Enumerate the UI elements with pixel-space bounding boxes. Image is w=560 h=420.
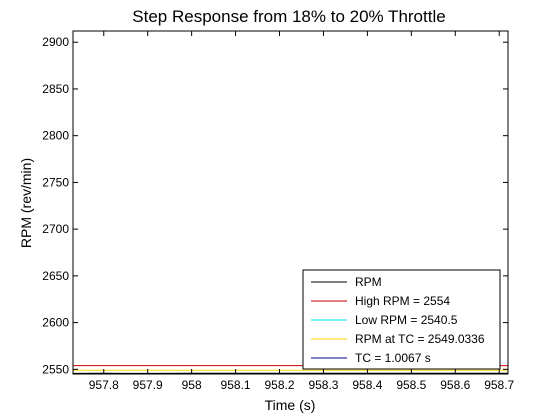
y-tick-label: 2600 [42, 316, 69, 330]
chart-title: Step Response from 18% to 20% Throttle [132, 7, 445, 26]
x-tick-label: 958.7 [484, 378, 514, 392]
x-tick-label: 958.2 [264, 378, 294, 392]
y-tick-label: 2650 [42, 269, 69, 283]
legend-label-2: Low RPM = 2540.5 [355, 313, 458, 327]
ticks-layer: 957.8 957.9 958 958.1 958.2 958.3 958.4 958.5 95… [42, 31, 515, 392]
plot-frame [72, 30, 509, 375]
x-tick-label: 957.9 [133, 378, 163, 392]
x-tick-label: 957.8 [89, 378, 119, 392]
legend-label-4: TC = 1.0067 s [355, 351, 431, 365]
y-tick-label: 2800 [42, 129, 69, 143]
legend-label-0: RPM [355, 275, 382, 289]
x-tick-label: 958.1 [221, 378, 251, 392]
legend: RPM High RPM = 2554 Low RPM = 2540.5 RPM at… [302, 269, 501, 370]
y-tick-label: 2900 [42, 35, 69, 49]
y-tick-label: 2550 [42, 362, 69, 376]
y-tick-label: 2850 [42, 82, 69, 96]
legend-label-3: RPM at TC = 2549.0336 [355, 332, 485, 346]
x-tick-label: 958.4 [352, 378, 382, 392]
legend-label-1: High RPM = 2554 [355, 294, 450, 308]
x-tick-label: 958 [182, 378, 202, 392]
x-tick-label: 958.3 [308, 378, 338, 392]
x-axis-label: Time (s) [265, 397, 316, 413]
x-tick-label: 958.6 [440, 378, 470, 392]
y-tick-label: 2700 [42, 222, 69, 236]
y-tick-label: 2750 [42, 175, 69, 189]
y-axis-label: RPM (rev/min) [18, 158, 34, 248]
x-tick-label: 958.5 [396, 378, 426, 392]
